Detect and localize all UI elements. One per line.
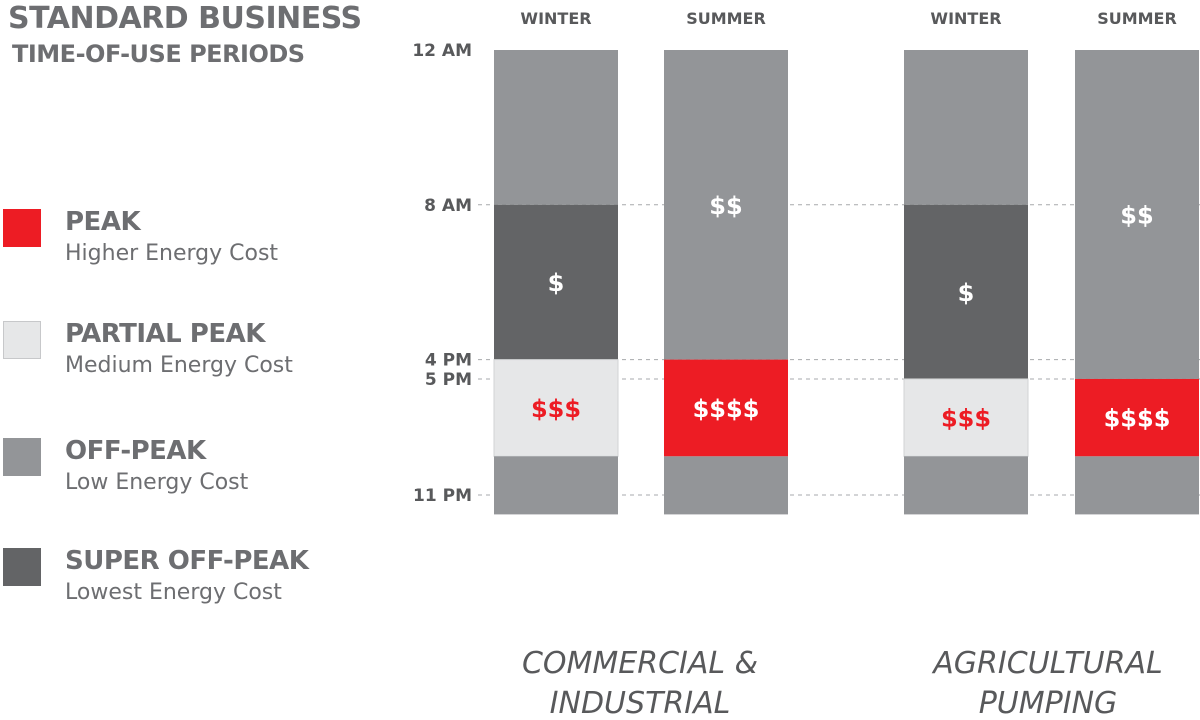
chart-title-line-2: TIME-OF-USE PERIODS xyxy=(12,40,305,68)
segment-peak xyxy=(1075,378,1199,457)
cost-label: $$$ xyxy=(531,395,581,423)
y-tick-label-5-pm: 5 PM xyxy=(425,370,472,390)
legend-swatch-partial-peak xyxy=(3,321,41,359)
segment-off-peak xyxy=(664,50,788,360)
legend-desc-partial-peak: Medium Energy Cost xyxy=(65,353,293,378)
group-label-line: PUMPING xyxy=(979,686,1118,720)
segment-peak xyxy=(664,359,788,457)
segment-super-off-peak xyxy=(494,204,618,360)
segment-off-peak xyxy=(664,456,788,515)
cost-label: $ xyxy=(958,279,975,307)
cost-label: $$ xyxy=(709,192,742,220)
y-tick-label-8-am: 8 AM xyxy=(424,196,472,216)
legend-desc-peak: Higher Energy Cost xyxy=(65,241,279,266)
legend-desc-super-off-peak: Lowest Energy Cost xyxy=(65,580,282,605)
legend-swatch-super-off-peak xyxy=(3,548,41,586)
cost-label: $$$ xyxy=(941,405,991,433)
season-label-summer: SUMMER xyxy=(1097,9,1177,28)
y-tick-label-4-pm: 4 PM xyxy=(425,351,472,371)
y-tick-label-12-am: 12 AM xyxy=(412,41,472,61)
segment-off-peak xyxy=(904,50,1028,205)
cost-label: $$ xyxy=(1120,201,1153,229)
chart-title-line-1: STANDARD BUSINESS xyxy=(8,1,362,36)
segment-off-peak xyxy=(494,50,618,205)
segment-off-peak xyxy=(1075,456,1199,515)
segment-off-peak xyxy=(1075,50,1199,379)
group-label-line: COMMERCIAL & xyxy=(522,646,758,681)
legend-desc-off-peak: Low Energy Cost xyxy=(65,470,249,495)
legend-label-partial-peak: PARTIAL PEAK xyxy=(65,319,265,349)
season-label-winter: WINTER xyxy=(520,9,591,28)
legend-label-peak: PEAK xyxy=(65,207,141,237)
season-label-summer: SUMMER xyxy=(686,9,766,28)
legend-label-super-off-peak: SUPER OFF-PEAK xyxy=(65,546,309,576)
cost-label: $$$$ xyxy=(693,395,760,423)
segment-off-peak xyxy=(494,456,618,515)
group-label-line: INDUSTRIAL xyxy=(550,686,731,720)
segment-partial-peak xyxy=(493,359,619,457)
season-label-winter: WINTER xyxy=(930,9,1001,28)
segment-partial-peak xyxy=(903,378,1029,457)
legend-swatch-peak xyxy=(3,209,41,247)
group-label-line: AGRICULTURAL xyxy=(931,646,1162,681)
cost-label: $ xyxy=(548,269,565,297)
chart-title: STANDARD BUSINESS TIME-OF-USE PERIODS xyxy=(8,2,362,72)
legend-label-off-peak: OFF-PEAK xyxy=(65,436,206,466)
legend-swatch-off-peak xyxy=(3,438,41,476)
segment-super-off-peak xyxy=(904,204,1028,379)
y-tick-label-11-pm: 11 PM xyxy=(413,486,472,506)
segment-off-peak xyxy=(904,456,1028,515)
cost-label: $$$$ xyxy=(1104,405,1171,433)
